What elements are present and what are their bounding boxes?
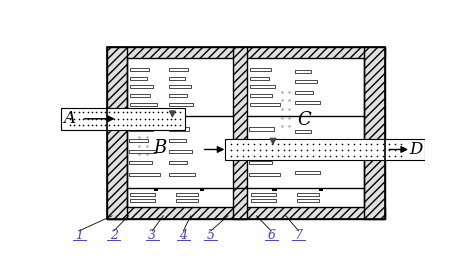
Bar bbox=[295, 70, 312, 73]
Bar bbox=[107, 207, 385, 219]
Text: 3: 3 bbox=[148, 229, 156, 242]
Bar bbox=[251, 199, 276, 202]
Bar bbox=[176, 199, 198, 202]
Bar bbox=[250, 68, 271, 71]
Bar bbox=[169, 150, 192, 153]
Bar bbox=[226, 139, 425, 160]
Bar bbox=[154, 189, 159, 192]
Text: B: B bbox=[153, 139, 166, 157]
Bar bbox=[169, 173, 195, 176]
Bar bbox=[250, 85, 275, 88]
Bar bbox=[295, 171, 320, 174]
Bar bbox=[295, 157, 312, 160]
Bar bbox=[107, 46, 126, 219]
Bar bbox=[130, 193, 155, 196]
Bar bbox=[319, 189, 323, 192]
Bar bbox=[61, 108, 185, 130]
Bar bbox=[249, 162, 272, 164]
Bar bbox=[249, 127, 274, 130]
Bar bbox=[169, 68, 188, 71]
Bar bbox=[297, 193, 319, 196]
Bar bbox=[169, 103, 194, 106]
Bar bbox=[169, 162, 187, 164]
Bar bbox=[128, 173, 160, 176]
Bar bbox=[128, 139, 148, 142]
Bar bbox=[130, 199, 155, 202]
Bar bbox=[130, 103, 157, 106]
Bar bbox=[250, 94, 272, 97]
Bar bbox=[295, 143, 317, 146]
Bar bbox=[250, 103, 279, 106]
Text: C: C bbox=[297, 111, 311, 129]
Bar bbox=[169, 85, 191, 88]
Text: A: A bbox=[63, 110, 75, 127]
Bar bbox=[297, 199, 319, 202]
Bar bbox=[107, 46, 385, 59]
Text: 5: 5 bbox=[207, 229, 215, 242]
Text: 1: 1 bbox=[75, 229, 83, 242]
Bar bbox=[128, 127, 153, 130]
Bar bbox=[169, 77, 185, 80]
Bar bbox=[251, 193, 276, 196]
Bar bbox=[364, 46, 385, 219]
Bar bbox=[107, 46, 385, 219]
Bar bbox=[126, 59, 364, 207]
Text: 6: 6 bbox=[267, 229, 275, 242]
Bar bbox=[249, 173, 280, 176]
Bar bbox=[233, 46, 247, 219]
Bar bbox=[250, 77, 270, 80]
Text: 7: 7 bbox=[295, 229, 303, 242]
Text: D: D bbox=[409, 141, 422, 158]
Bar bbox=[130, 94, 150, 97]
Bar bbox=[295, 80, 317, 83]
Bar bbox=[176, 193, 198, 196]
Text: 4: 4 bbox=[179, 229, 187, 242]
Bar bbox=[295, 130, 311, 133]
Bar bbox=[249, 139, 269, 142]
Bar bbox=[295, 91, 313, 94]
Bar bbox=[130, 77, 147, 80]
Bar bbox=[169, 127, 189, 130]
Bar bbox=[130, 68, 149, 71]
Bar bbox=[169, 94, 186, 97]
Bar bbox=[169, 139, 186, 142]
Text: 2: 2 bbox=[110, 229, 118, 242]
Bar bbox=[295, 101, 320, 104]
Bar bbox=[200, 189, 204, 192]
Bar bbox=[272, 189, 277, 192]
Bar bbox=[249, 150, 277, 153]
Bar bbox=[128, 150, 157, 153]
Bar bbox=[130, 85, 153, 88]
Bar bbox=[128, 162, 152, 164]
